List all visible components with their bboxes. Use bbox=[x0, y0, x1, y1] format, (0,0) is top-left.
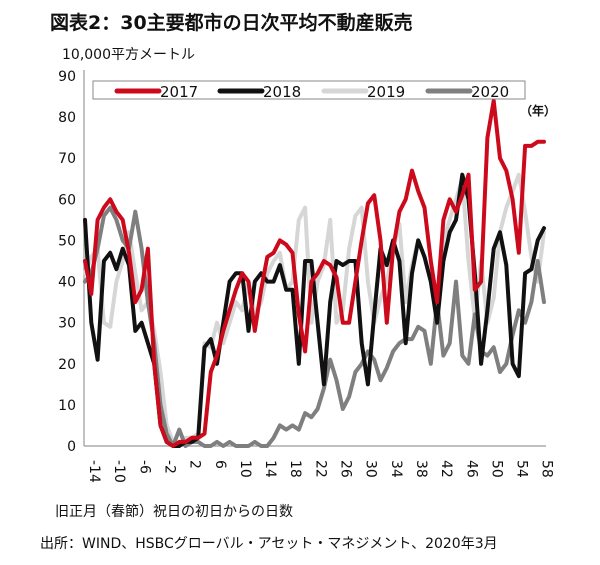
x-tick-label: 10 bbox=[237, 460, 253, 478]
y-tick-label: 80 bbox=[58, 110, 76, 126]
y-tick-label: 50 bbox=[58, 233, 76, 249]
axes bbox=[83, 70, 546, 447]
chart-title: 図表2：30主要都市の日次平均不動産販売 bbox=[50, 12, 413, 34]
x-tick-label: 50 bbox=[488, 460, 504, 478]
legend-label-2017: 2017 bbox=[160, 83, 198, 101]
source-note: 出所：WIND、HSBCグローバル・アセット・マネジメント、2020年3月 bbox=[40, 536, 498, 552]
legend-label-2018: 2018 bbox=[263, 83, 301, 101]
x-tick-label: 30 bbox=[363, 460, 379, 478]
legend-label-2019: 2019 bbox=[367, 83, 405, 101]
x-tick-label: 42 bbox=[438, 460, 454, 478]
x-tick-label: -14 bbox=[86, 460, 102, 483]
legend-label-2020: 2020 bbox=[471, 83, 509, 101]
x-tick-label: 54 bbox=[514, 460, 530, 478]
y-tick-label: 20 bbox=[58, 357, 76, 373]
y-tick-label: 10 bbox=[58, 398, 76, 414]
y-tick-label: 90 bbox=[58, 69, 76, 85]
y-tick-labels: 0 10 20 30 40 50 60 70 80 90 bbox=[58, 69, 76, 455]
x-tick-labels: -14 -10 -6 -2 2 6 10 14 18 22 26 30 34 38 42 46 50 54 58 bbox=[86, 460, 555, 483]
x-tick-label: 58 bbox=[539, 460, 555, 478]
x-tick-label: 46 bbox=[463, 460, 479, 478]
x-tick-label: 38 bbox=[413, 460, 429, 478]
x-axis-title: 旧正月（春節）祝日の初日からの日数 bbox=[55, 504, 293, 520]
year-marker: （年） bbox=[520, 104, 557, 118]
x-tick-label: 34 bbox=[388, 460, 404, 478]
series-line-2017 bbox=[83, 98, 546, 448]
y-tick-label: 40 bbox=[58, 275, 76, 291]
legend-box bbox=[92, 80, 526, 100]
y-tick-label: 60 bbox=[58, 192, 76, 208]
x-tick-label: 14 bbox=[262, 460, 278, 478]
series-line-2020 bbox=[83, 205, 546, 448]
x-tick-label: 22 bbox=[312, 460, 328, 478]
series-lines bbox=[83, 98, 546, 448]
y-tick-label: 0 bbox=[67, 439, 76, 455]
y-tick-label: 30 bbox=[58, 316, 76, 332]
x-tick-label: -6 bbox=[136, 460, 152, 474]
x-tick-label: 18 bbox=[287, 460, 303, 478]
x-tick-label: -2 bbox=[161, 460, 177, 474]
x-tick-label: -10 bbox=[111, 460, 127, 483]
y-axis-unit-label: 10,000平方メートル bbox=[62, 47, 195, 63]
x-tick-label: 2 bbox=[187, 460, 203, 469]
x-tick-label: 26 bbox=[338, 460, 354, 478]
x-tick-label: 6 bbox=[212, 460, 228, 469]
legend: 2017 2018 2019 2020 bbox=[92, 80, 526, 101]
y-tick-label: 70 bbox=[58, 151, 76, 167]
